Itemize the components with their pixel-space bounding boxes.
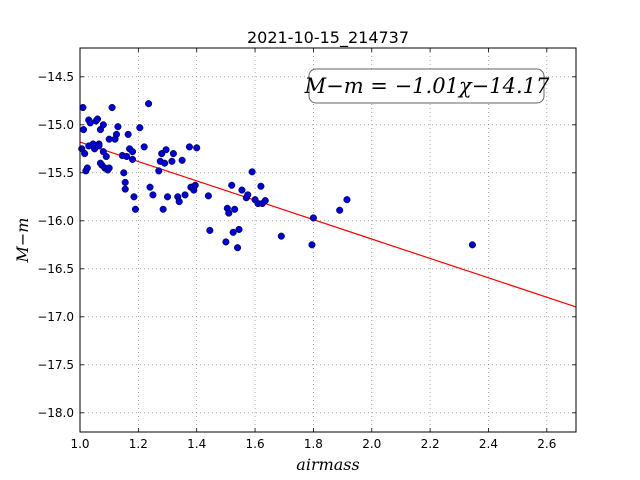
data-point (140, 143, 148, 151)
data-point (121, 185, 129, 193)
fit-line (79, 141, 577, 308)
data-point (131, 205, 139, 213)
data-point (136, 124, 144, 132)
data-point (145, 100, 153, 108)
data-point (159, 205, 167, 213)
data-point (181, 191, 189, 199)
data-point (308, 241, 316, 249)
data-point (178, 156, 186, 164)
x-axis-label: airmass (296, 455, 359, 474)
x-tick-label: 2.4 (479, 437, 498, 451)
data-point (83, 164, 91, 172)
fit-line-layer (79, 141, 577, 308)
x-tick-label: 2.2 (421, 437, 440, 451)
data-point (191, 181, 199, 189)
data-point (168, 157, 176, 165)
y-axis-label: M−m (13, 218, 32, 264)
y-tick-label: −17.5 (37, 358, 74, 372)
data-point (120, 169, 128, 177)
data-point (112, 130, 121, 138)
data-point (228, 181, 236, 189)
data-point (105, 164, 113, 172)
data-point (124, 130, 132, 138)
data-point (162, 146, 170, 154)
data-point (163, 193, 172, 201)
data-point (81, 150, 89, 158)
data-point (95, 142, 103, 150)
y-tick-labels: −14.5 −15.0 −15.5 −16.0 −16.5 −17.0 −17.5 −18.0 (37, 70, 74, 420)
data-point (161, 159, 169, 167)
fit-equation-box: M−m = −1.01χ−14.17 (304, 68, 550, 104)
data-point (99, 121, 107, 129)
y-tick-label: −17.0 (37, 310, 74, 324)
x-tick-label: 1.0 (70, 437, 89, 451)
fit-equation-text: M−m = −1.01χ−14.17 (304, 74, 550, 98)
data-point (229, 228, 237, 236)
data-point (248, 168, 256, 176)
data-point (93, 115, 102, 123)
data-point (121, 178, 129, 186)
x-tick-label: 2.0 (362, 437, 381, 451)
data-point (146, 183, 154, 191)
axis-ticks (79, 48, 576, 432)
x-tick-label: 1.2 (129, 437, 148, 451)
x-tick-label: 1.8 (304, 437, 323, 451)
data-point (257, 182, 265, 190)
y-tick-label: −16.0 (37, 214, 74, 228)
data-point (175, 198, 183, 206)
data-point (128, 148, 137, 156)
data-point (128, 155, 137, 163)
data-point (235, 225, 243, 233)
x-tick-label: 2.6 (537, 437, 556, 451)
data-point (155, 167, 163, 175)
data-point (225, 209, 233, 217)
data-point (102, 152, 110, 161)
x-tick-label: 1.6 (246, 437, 265, 451)
data-point (108, 103, 116, 112)
data-point (130, 193, 138, 201)
y-tick-label: −15.5 (37, 166, 74, 180)
data-point (343, 196, 351, 204)
data-point (277, 232, 285, 240)
fit-equation-frame (308, 68, 545, 104)
y-tick-label: −14.5 (37, 70, 74, 84)
data-point (79, 103, 87, 112)
data-point (79, 126, 88, 134)
data-point (336, 206, 344, 214)
plot-frame (79, 47, 577, 433)
y-tick-label: −16.5 (37, 262, 74, 276)
x-tick-label: 1.4 (187, 437, 206, 451)
data-point (169, 150, 177, 158)
data-point (114, 123, 122, 131)
data-point (123, 152, 131, 161)
data-point (231, 205, 239, 213)
data-point (222, 238, 230, 246)
data-point (234, 244, 242, 252)
data-point (261, 197, 269, 205)
chart-title: 2021-10-15_214737 (247, 28, 409, 48)
x-tick-labels: 1.0 1.2 1.4 1.6 1.8 2.0 2.2 2.4 2.6 (70, 437, 556, 451)
data-point (309, 214, 317, 222)
y-tick-label: −15.0 (37, 118, 74, 132)
data-point (149, 191, 157, 199)
data-point (206, 226, 214, 234)
data-point (185, 143, 193, 151)
data-point (468, 241, 476, 249)
data-points (78, 100, 476, 252)
y-tick-label: −18.0 (37, 406, 74, 420)
data-point (244, 191, 252, 199)
data-point (238, 186, 246, 194)
data-point (204, 192, 212, 200)
grid-lines (79, 48, 576, 432)
data-point (193, 144, 201, 152)
